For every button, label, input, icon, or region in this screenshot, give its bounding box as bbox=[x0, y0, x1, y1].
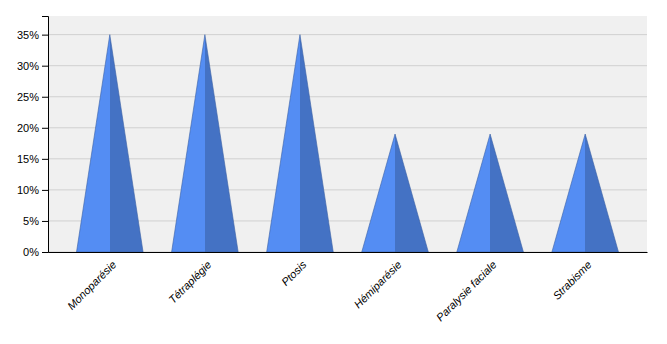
y-tick: 30% bbox=[17, 60, 48, 72]
y-tick-mark bbox=[42, 97, 48, 98]
y-tick: 5% bbox=[23, 215, 48, 227]
x-tick: Tétraplégie bbox=[166, 258, 213, 305]
y-tick-label: 5% bbox=[23, 215, 39, 227]
cone bbox=[267, 35, 334, 252]
y-tick: 10% bbox=[17, 184, 48, 196]
x-axis-line bbox=[49, 252, 648, 253]
y-tick: 20% bbox=[17, 122, 48, 134]
x-tick-label: Hémiparésie bbox=[352, 258, 404, 310]
grid-line bbox=[48, 127, 647, 128]
x-tick-label: Strabisme bbox=[550, 258, 594, 302]
x-tick: Monoparésie bbox=[65, 258, 118, 311]
x-tick: Strabisme bbox=[550, 258, 594, 302]
y-tick: 35% bbox=[17, 29, 48, 41]
y-tick: 25% bbox=[17, 91, 48, 103]
chart: 0% 5% 10% 15% 20% 25% 30% 35% Monoparésie Tétrapl… bbox=[0, 0, 667, 344]
y-tick-label: 30% bbox=[17, 60, 39, 72]
y-tick-mark bbox=[42, 35, 48, 36]
y-axis-line bbox=[42, 17, 49, 253]
cone bbox=[172, 35, 239, 252]
y-tick-mark bbox=[42, 128, 48, 129]
y-tick: 0% bbox=[23, 246, 48, 258]
cones bbox=[77, 35, 619, 252]
y-axis: 0% 5% 10% 15% 20% 25% 30% 35% bbox=[17, 17, 49, 259]
y-tick-mark bbox=[42, 190, 48, 191]
grid-line bbox=[48, 189, 647, 190]
y-tick-mark bbox=[42, 252, 48, 253]
grid-line bbox=[48, 65, 647, 66]
x-tick: Hémiparésie bbox=[352, 258, 404, 310]
y-tick-label: 0% bbox=[23, 246, 39, 258]
x-tick: Ptosis bbox=[279, 258, 309, 288]
y-tick-mark bbox=[42, 66, 48, 67]
y-tick: 15% bbox=[17, 153, 48, 165]
x-tick-label: Ptosis bbox=[279, 258, 309, 288]
y-tick-label: 25% bbox=[17, 91, 39, 103]
x-tick-label: Monoparésie bbox=[65, 258, 118, 311]
y-tick-label: 20% bbox=[17, 122, 39, 134]
plot: 0% 5% 10% 15% 20% 25% 30% 35% Monoparésie Tétrapl… bbox=[17, 16, 648, 323]
y-tick-mark bbox=[42, 221, 48, 222]
x-tick: Paralysie faciale bbox=[434, 258, 499, 323]
y-tick-label: 10% bbox=[17, 184, 39, 196]
grid bbox=[48, 35, 647, 252]
cone bbox=[552, 134, 619, 252]
x-tick-label: Paralysie faciale bbox=[434, 258, 499, 323]
grid-line bbox=[48, 34, 647, 35]
grid-line bbox=[48, 158, 647, 159]
cone bbox=[77, 35, 144, 252]
x-tick-label: Tétraplégie bbox=[166, 258, 213, 305]
grid-line bbox=[48, 96, 647, 97]
plot-background bbox=[48, 16, 647, 252]
x-axis: Monoparésie Tétraplégie Ptosis Hémiparésie P… bbox=[49, 253, 648, 324]
y-tick-label: 15% bbox=[17, 153, 39, 165]
cone bbox=[457, 134, 524, 252]
y-tick-label: 35% bbox=[17, 29, 39, 41]
y-tick-mark bbox=[42, 159, 48, 160]
cone bbox=[362, 134, 429, 252]
